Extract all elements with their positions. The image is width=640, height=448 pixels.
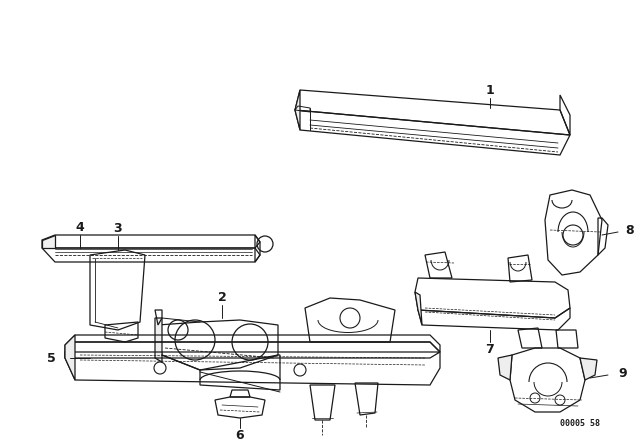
Polygon shape (498, 355, 512, 380)
Polygon shape (580, 358, 597, 380)
Text: 3: 3 (114, 221, 122, 234)
Text: 6: 6 (236, 428, 244, 441)
Text: 4: 4 (76, 220, 84, 233)
Text: 1: 1 (486, 83, 494, 96)
Text: 8: 8 (625, 224, 634, 237)
Polygon shape (415, 292, 422, 325)
Text: 2: 2 (218, 290, 227, 303)
Text: 5: 5 (47, 352, 56, 365)
Text: 9: 9 (618, 366, 627, 379)
Polygon shape (155, 318, 162, 362)
Polygon shape (42, 235, 55, 248)
Polygon shape (295, 90, 300, 130)
Text: 00005 58: 00005 58 (560, 419, 600, 428)
Polygon shape (65, 335, 75, 380)
Text: 7: 7 (486, 343, 494, 356)
